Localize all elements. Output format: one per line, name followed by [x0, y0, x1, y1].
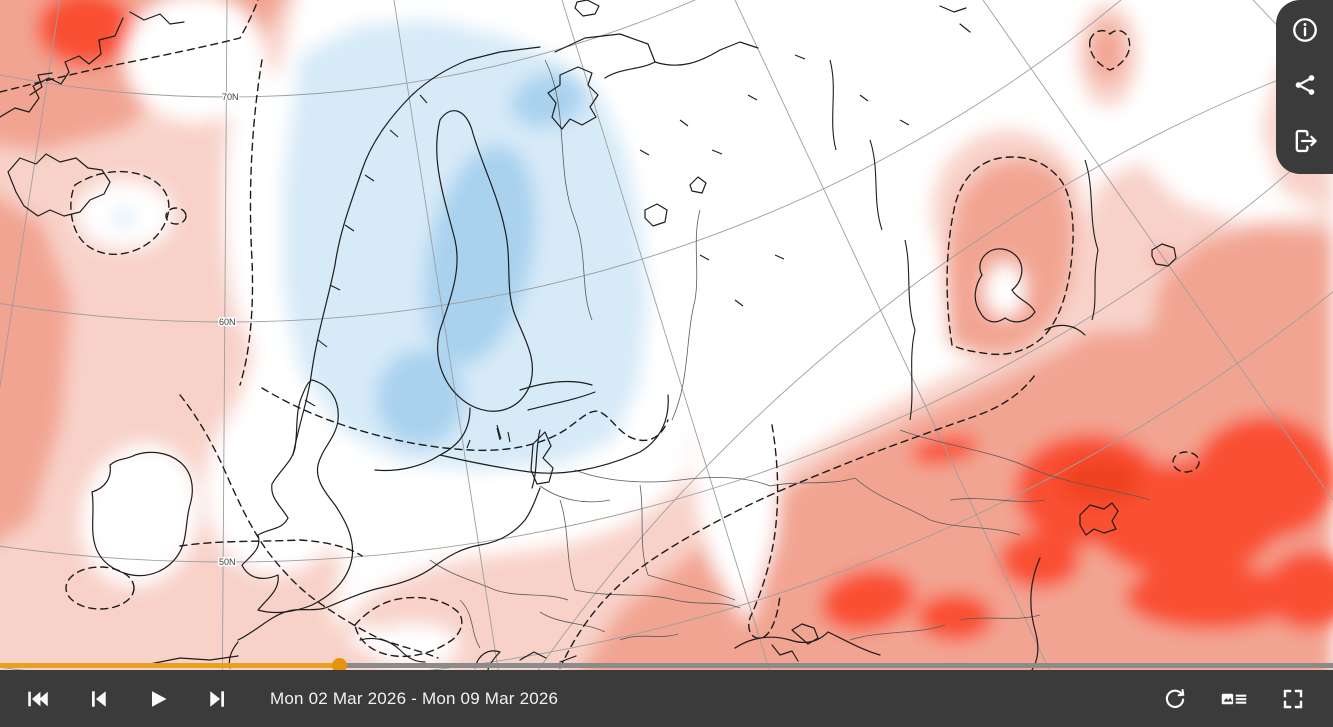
- timeline-fill: [0, 663, 339, 668]
- timeline-slider[interactable]: [0, 658, 1333, 673]
- skip-to-start-icon: [25, 688, 51, 710]
- fullscreen-icon: [1281, 687, 1305, 711]
- view-controls: [1153, 677, 1333, 721]
- playback-controls: [0, 677, 240, 721]
- graticule-labels: 70N 60N 50N: [218, 91, 241, 569]
- timeline-knob[interactable]: [332, 658, 347, 673]
- contour-dashed: [0, 0, 1200, 669]
- info-icon: [1291, 16, 1319, 47]
- anomaly-shading: [0, 0, 1333, 700]
- loop-icon: [1162, 686, 1188, 712]
- chart-list-button[interactable]: [1212, 677, 1256, 721]
- player-bar: Mon 02 Mar 2026 - Mon 09 Mar 2026: [0, 670, 1333, 727]
- side-panel: [1276, 0, 1333, 174]
- country-borders: [429, 59, 1151, 649]
- step-backward-button[interactable]: [76, 677, 120, 721]
- step-forward-button[interactable]: [196, 677, 240, 721]
- step-forward-icon: [206, 688, 230, 710]
- share-icon: [1292, 72, 1318, 101]
- export-icon: [1291, 127, 1319, 158]
- info-button[interactable]: [1283, 10, 1327, 54]
- share-button[interactable]: [1283, 65, 1327, 109]
- label-60n: 60N: [219, 317, 236, 327]
- play-icon: [146, 688, 170, 710]
- export-button[interactable]: [1283, 120, 1327, 164]
- chart-list-icon: [1220, 687, 1248, 711]
- skip-to-start-button[interactable]: [16, 677, 60, 721]
- label-50n: 50N: [219, 557, 236, 567]
- step-backward-icon: [86, 688, 110, 710]
- loop-button[interactable]: [1153, 677, 1197, 721]
- label-70n: 70N: [222, 92, 239, 102]
- date-range-label: Mon 02 Mar 2026 - Mon 09 Mar 2026: [270, 688, 559, 708]
- fullscreen-button[interactable]: [1271, 677, 1315, 721]
- play-button[interactable]: [136, 677, 180, 721]
- coastlines: [0, 0, 1177, 671]
- timeline-track[interactable]: [0, 663, 1333, 668]
